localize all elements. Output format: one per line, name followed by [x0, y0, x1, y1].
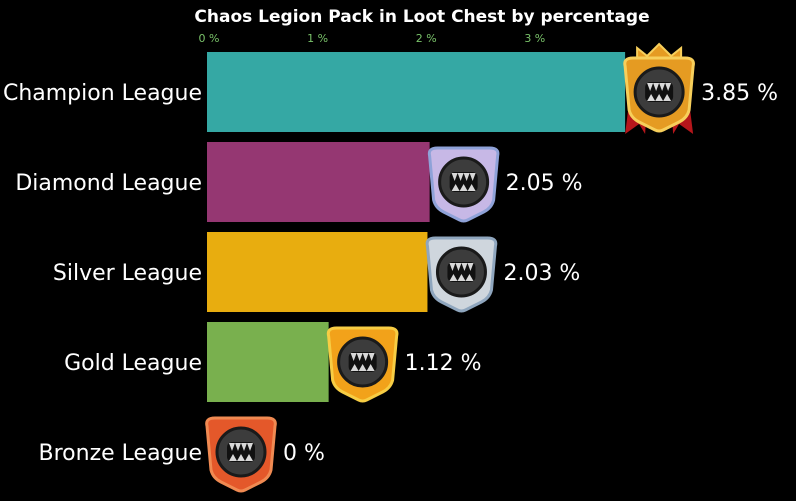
bar [207, 52, 626, 132]
bar [207, 322, 329, 402]
bar-row: Silver League 2.03 % [53, 232, 580, 313]
badge-teeth-shape [229, 454, 253, 461]
category-label: Champion League [3, 81, 202, 106]
category-label: Diamond League [15, 171, 202, 196]
chart-title: Chaos Legion Pack in Loot Chest by perce… [194, 7, 649, 27]
value-label: 3.85 % [701, 81, 778, 106]
x-tick-label: 1 % [307, 32, 328, 45]
value-label: 2.05 % [506, 171, 583, 196]
category-label: Bronze League [39, 441, 202, 466]
bar-row: Bronze League 0 % [39, 416, 325, 493]
bar-row: Gold League 1.12 % [64, 322, 482, 403]
badge-teeth-shape [451, 173, 476, 181]
badge-teeth-shape [451, 184, 476, 191]
monster-mouth-shield-icon [427, 146, 500, 223]
monster-mouth-shield-icon [205, 416, 277, 493]
value-label: 0 % [283, 441, 325, 466]
value-label: 1.12 % [405, 351, 482, 376]
badge-teeth-shape [449, 263, 474, 271]
category-label: Gold League [64, 351, 202, 376]
bars: Champion League 3.85 % Diamond League 2.05 … [3, 42, 778, 493]
bar-row: Diamond League 2.05 % [15, 142, 583, 223]
badge-teeth-shape [449, 274, 474, 281]
badge-teeth-shape [350, 353, 375, 361]
monster-mouth-shield-icon [425, 236, 498, 313]
badge-teeth-shape [350, 364, 375, 371]
x-axis-ticks: 0 % 1 % 2 % 3 % [199, 32, 546, 45]
badge-teeth-shape [647, 83, 672, 91]
category-label: Silver League [53, 261, 202, 286]
monster-mouth-shield-icon [623, 42, 695, 134]
monster-mouth-shield-icon [326, 326, 399, 403]
x-tick-label: 2 % [416, 32, 437, 45]
x-tick-label: 0 % [199, 32, 220, 45]
bar [207, 142, 430, 222]
badge-teeth-shape [229, 443, 253, 451]
bar [207, 232, 428, 312]
bar-row: Champion League 3.85 % [3, 42, 778, 134]
value-label: 2.03 % [503, 261, 580, 286]
badge-teeth-shape [647, 94, 672, 101]
x-tick-label: 3 % [524, 32, 545, 45]
